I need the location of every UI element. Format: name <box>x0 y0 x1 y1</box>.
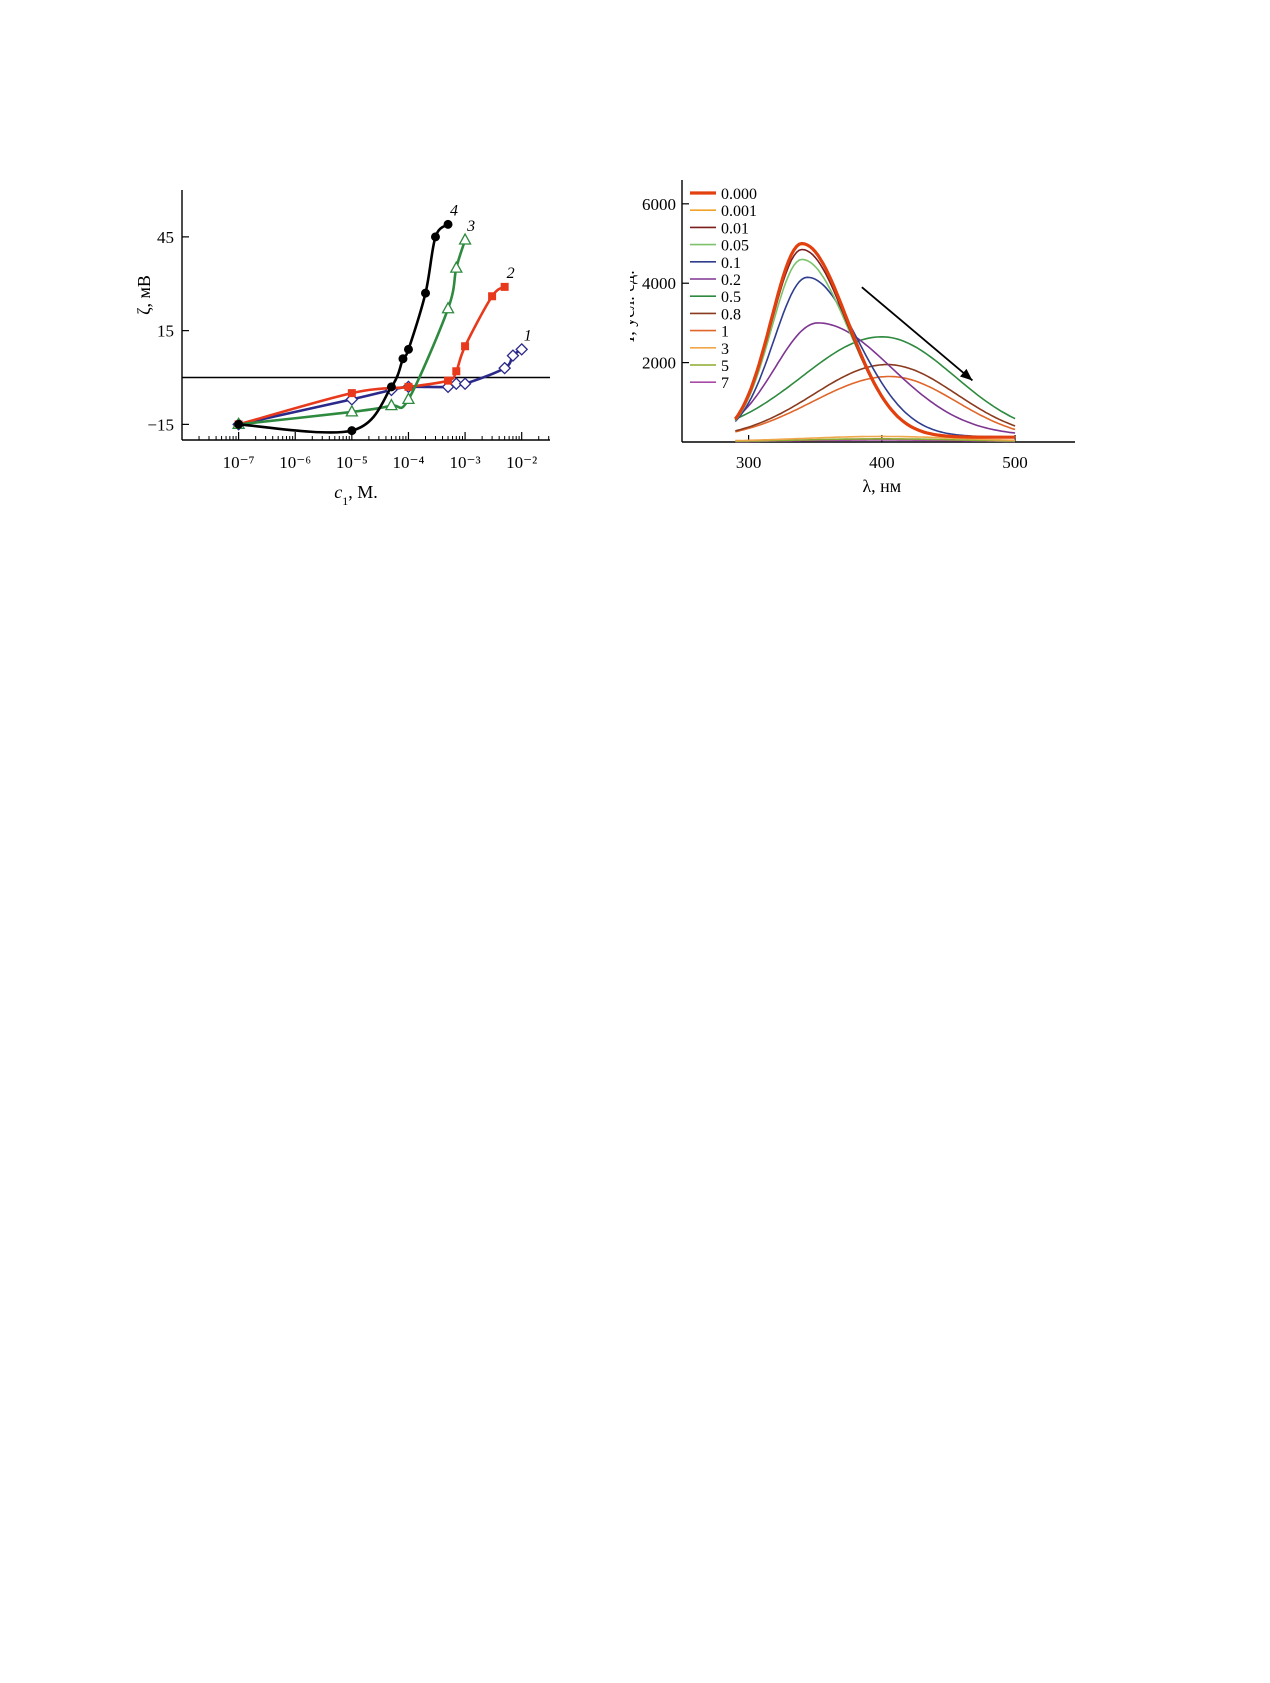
x-tick-label: 10⁻⁴ <box>393 453 425 472</box>
legend-label-0.001: 0.001 <box>721 203 757 220</box>
x-tick-label: 10⁻⁶ <box>279 453 311 472</box>
y-tick-label: 45 <box>157 228 174 247</box>
curve-3-label: 3 <box>466 218 475 235</box>
x-tick-label: 10⁻⁵ <box>336 453 368 472</box>
series-1-point <box>458 377 472 391</box>
x-tick-label: 300 <box>736 453 762 472</box>
x-tick-label: 10⁻³ <box>450 453 481 472</box>
legend-label-5: 5 <box>721 358 729 375</box>
series-3-point <box>401 392 416 405</box>
legend-label-0.5: 0.5 <box>721 289 741 306</box>
series-1-point <box>506 349 520 363</box>
legend-label-1: 1 <box>721 324 729 341</box>
curve-2-label: 2 <box>507 265 515 282</box>
legend-label-3: 3 <box>721 341 729 358</box>
series-2-point <box>444 376 453 385</box>
series-4-point <box>398 354 408 364</box>
series-4-point <box>386 382 396 392</box>
spectrum-0.2-line <box>734 322 1016 434</box>
legend-label-7: 7 <box>721 375 729 392</box>
legend-label-0.1: 0.1 <box>721 255 741 272</box>
curve-4-label: 4 <box>450 202 458 219</box>
curve-2-line <box>238 285 506 426</box>
x-tick-label: 10⁻⁷ <box>223 453 255 472</box>
x-tick-label: 400 <box>869 453 895 472</box>
series-4-point <box>347 426 357 436</box>
series-4-point <box>234 419 244 429</box>
spectrum-1-line <box>735 375 1016 433</box>
series-1-point <box>498 361 512 375</box>
spectrum-3-line <box>735 435 1016 442</box>
fluorescence-spectra-chart: 300 400 500 2000 4000 6000 λ, нм I, усл. ед. 0.0… <box>618 180 1170 530</box>
series-2-point <box>461 342 470 351</box>
series-3-point <box>384 398 399 411</box>
spectrum-5-line <box>735 438 1016 442</box>
series-4-point <box>443 219 453 229</box>
zeta-chart-svg: 10⁻⁷ 10⁻⁶ 10⁻⁵ 10⁻⁴ 10⁻³ 10⁻² 45 15 −15 c1, М. ζ, … <box>134 190 550 508</box>
series-2-point <box>500 282 509 291</box>
series-3-point <box>441 301 455 314</box>
series-3-point <box>458 232 472 245</box>
series-1-point <box>515 342 529 356</box>
spectrum-0.000-line <box>734 241 1016 439</box>
y-axis-title: ζ, мВ <box>134 275 154 315</box>
x-axis-title: c1, М. <box>334 482 378 508</box>
zeta-potential-chart: 10⁻⁷ 10⁻⁶ 10⁻⁵ 10⁻⁴ 10⁻³ 10⁻² 45 15 −15 c1, М. ζ, … <box>120 190 590 540</box>
x-tick-label: 10⁻² <box>506 453 537 472</box>
series-1-point <box>449 377 463 391</box>
legend-label-0.2: 0.2 <box>721 272 741 289</box>
series-4-point <box>430 232 440 242</box>
legend-label-0.01: 0.01 <box>721 220 749 237</box>
curve-1-label: 1 <box>524 327 532 344</box>
legend-label-0.8: 0.8 <box>721 306 741 323</box>
series-3-point <box>345 404 359 417</box>
spectrum-0.8-line <box>735 363 1016 432</box>
series-4-point <box>421 288 431 298</box>
y-tick-label: −15 <box>147 415 174 434</box>
legend-label-0.000: 0.000 <box>721 186 757 203</box>
trend-arrow-line <box>861 286 974 382</box>
series-2-point <box>404 382 413 391</box>
x-tick-label: 500 <box>1002 453 1027 472</box>
y-axis-title: I, усл. ед. <box>630 270 638 342</box>
legend-label-0.05: 0.05 <box>721 238 749 255</box>
x-axis-title: λ, нм <box>862 476 901 496</box>
series-2-point <box>347 389 356 398</box>
series-2-point <box>488 292 497 301</box>
y-tick-label: 15 <box>157 322 174 341</box>
series-4-point <box>403 344 413 354</box>
y-tick-label: 2000 <box>642 354 676 373</box>
series-3-point <box>449 260 463 273</box>
series-2-point <box>452 367 461 376</box>
trend-arrow-head <box>960 368 973 381</box>
spectrum-0.01-line <box>734 248 1016 438</box>
y-tick-label: 6000 <box>642 195 676 214</box>
spectrum-0.001-line <box>734 243 1016 438</box>
spectrum-0.5-line <box>734 335 1016 420</box>
spectra-chart-svg: 300 400 500 2000 4000 6000 λ, нм I, усл. ед. 0.0… <box>618 180 1075 496</box>
y-tick-label: 4000 <box>642 274 676 293</box>
